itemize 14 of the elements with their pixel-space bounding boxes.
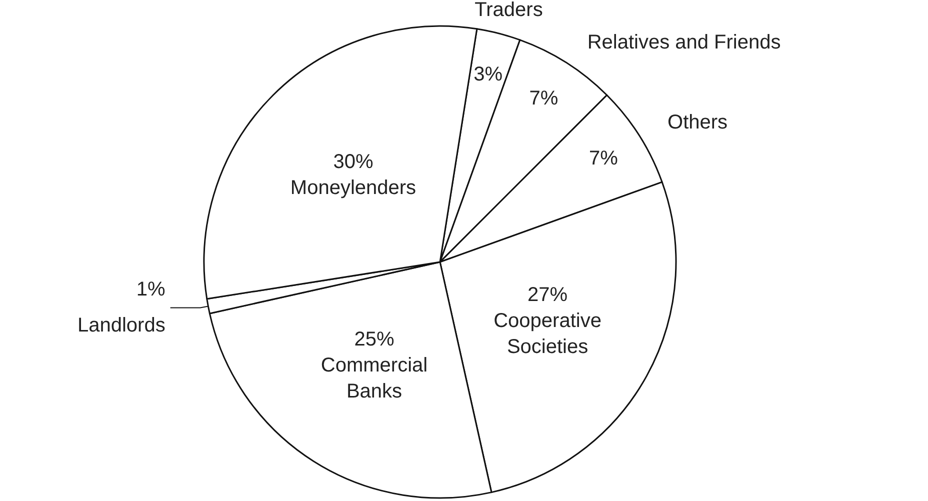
data-label: 7% <box>588 147 618 170</box>
slice-label: Landlords <box>77 314 166 337</box>
data-label: 25% <box>354 328 394 351</box>
slice-label: Commercial Banks <box>320 354 428 403</box>
data-label: 30% <box>333 151 374 174</box>
slice-label: Cooperative Societies <box>494 310 602 358</box>
slice-label: Traders <box>474 0 543 22</box>
data-label: 7% <box>529 88 558 110</box>
slice-label: Others <box>668 112 728 134</box>
data-label: 1% <box>136 278 166 301</box>
data-label: 27% <box>528 284 568 306</box>
slice-label: Relatives and Friends <box>587 31 781 54</box>
slice-label: Moneylenders <box>290 177 416 200</box>
data-label: 3% <box>474 64 503 86</box>
